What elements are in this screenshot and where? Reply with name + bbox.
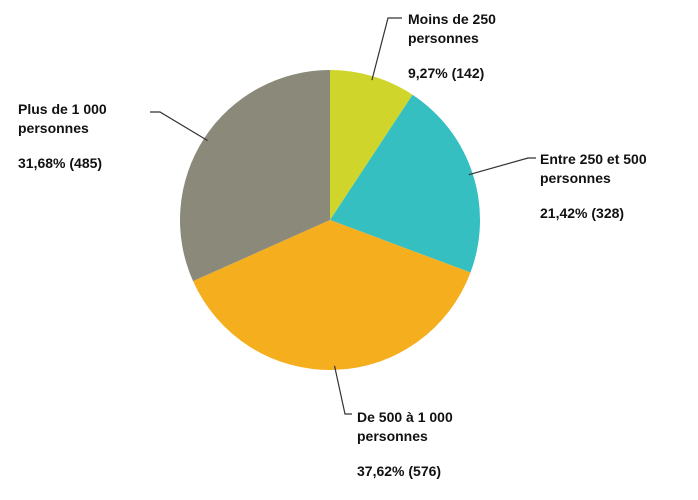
leader-line bbox=[333, 365, 352, 415]
slice-label: Moins de 250 personnes 9,27% (142) bbox=[408, 10, 543, 83]
value-label: 21,42% (328) bbox=[540, 205, 625, 221]
pie-slice bbox=[193, 220, 471, 370]
leader-line bbox=[468, 157, 536, 176]
category-label: Moins de 250 personnes bbox=[408, 11, 496, 46]
category-label: De 500 à 1 000 personnes bbox=[357, 409, 453, 444]
category-label: Entre 250 et 500 personnes bbox=[540, 151, 647, 186]
slice-label: De 500 à 1 000 personnes 37,62% (576) bbox=[357, 408, 492, 481]
slice-label: Plus de 1 000 personnes 31,68% (485) bbox=[18, 100, 153, 173]
slice-label: Entre 250 et 500 personnes 21,42% (328) bbox=[540, 150, 675, 223]
value-label: 31,68% (485) bbox=[18, 155, 103, 171]
pie-slice bbox=[330, 70, 413, 220]
pie-slice bbox=[330, 94, 480, 273]
value-label: 9,27% (142) bbox=[408, 65, 485, 81]
category-label: Plus de 1 000 personnes bbox=[18, 101, 107, 136]
leader-line bbox=[150, 111, 208, 142]
leader-line bbox=[371, 17, 402, 81]
value-label: 37,62% (576) bbox=[357, 463, 442, 479]
pie-slice bbox=[179, 70, 330, 282]
